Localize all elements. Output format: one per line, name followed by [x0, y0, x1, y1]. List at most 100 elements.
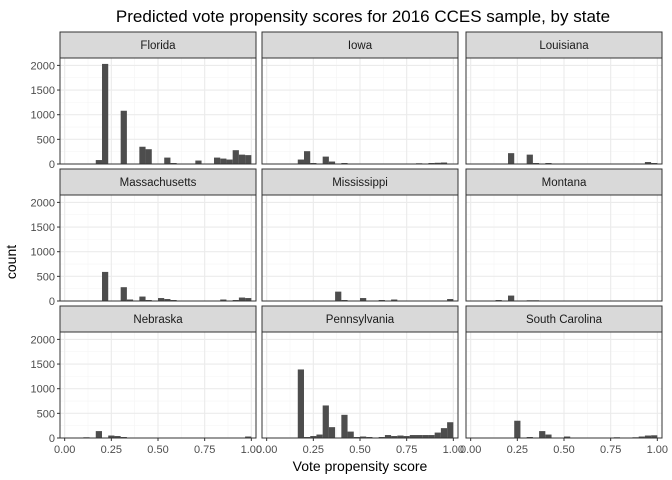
- strip-montana: [465, 168, 663, 196]
- histogram-bar: [214, 157, 221, 164]
- x-axis: 0.00 0.25 0.50 0.75 1.000.00 0.25 0.50 0.75 1.00…: [54, 438, 668, 456]
- strip-label-mississippi: Mississippi: [332, 177, 388, 189]
- histogram-bar: [95, 160, 102, 164]
- histogram-bar: [164, 299, 171, 301]
- histogram-bar: [126, 299, 134, 301]
- histogram-bar: [328, 427, 336, 438]
- histogram-bar: [447, 422, 454, 438]
- histogram-bar: [220, 299, 227, 301]
- x-tick-label: 0.25: [507, 444, 528, 456]
- histogram-bar: [434, 162, 441, 164]
- histogram-bar: [310, 436, 317, 438]
- histogram-bar: [120, 110, 127, 164]
- histogram-bar: [245, 155, 252, 164]
- panel-florida: Florida: [59, 31, 257, 165]
- histogram-bar: [508, 153, 515, 164]
- histogram-bar: [297, 159, 304, 164]
- histogram-bar: [304, 151, 311, 164]
- histogram-bar: [391, 299, 398, 301]
- y-tick-label: 1500: [31, 359, 55, 371]
- strip-south-carolina: [465, 305, 663, 333]
- strip-label-louisiana: Louisiana: [539, 40, 589, 52]
- histogram-bar: [108, 435, 115, 438]
- histogram-bar: [195, 160, 202, 164]
- strip-label-florida: Florida: [140, 40, 176, 52]
- histogram-bar: [526, 154, 533, 164]
- panel-iowa: Iowa: [261, 31, 459, 165]
- histogram-bar: [95, 431, 102, 438]
- histogram-bar: [245, 298, 252, 301]
- histogram-bar: [114, 436, 121, 438]
- histogram-bar: [447, 299, 454, 301]
- x-tick-label: 0.00: [54, 444, 75, 456]
- y-tick-label: 1000: [31, 247, 55, 259]
- x-tick-label: 0.75: [396, 444, 417, 456]
- x-tick-label: 0.75: [600, 444, 621, 456]
- strip-mississippi: [261, 168, 459, 196]
- histogram-bar: [145, 149, 152, 164]
- histogram-bar: [158, 298, 165, 301]
- y-tick-label: 500: [37, 134, 55, 146]
- histogram-bar: [164, 157, 171, 164]
- x-tick-label: 0.50: [349, 444, 370, 456]
- histogram-bar: [120, 287, 127, 301]
- histogram-bar: [409, 435, 416, 438]
- histogram-bar: [335, 291, 342, 301]
- histogram-bar: [403, 436, 410, 438]
- y-tick-label: 0: [49, 433, 55, 445]
- y-axis-title: count: [3, 245, 19, 279]
- strip-florida: [59, 31, 257, 59]
- panel-border: [59, 194, 257, 302]
- histogram-bar: [440, 428, 448, 438]
- histogram-bar: [644, 162, 652, 164]
- histogram-bar: [434, 432, 441, 438]
- histogram-bar: [341, 414, 348, 438]
- y-tick-label: 0: [49, 296, 55, 308]
- histogram-bar: [360, 436, 367, 438]
- x-axis-title: Vote propensity score: [293, 458, 428, 474]
- histogram-bar: [347, 431, 354, 438]
- histogram-bar: [102, 63, 109, 165]
- x-tick-label: 0.00: [256, 444, 277, 456]
- x-tick-label: 1.00: [241, 444, 262, 456]
- y-axis: 0 500 1000 1500 2000 0 500 1000 1500 2000 0 500 1000…: [31, 60, 60, 445]
- histogram-bar: [384, 435, 392, 438]
- histogram-bar: [422, 435, 429, 438]
- histogram-bar: [139, 296, 146, 301]
- y-tick-label: 1500: [31, 222, 55, 234]
- panel-massachusetts: Massachusetts: [59, 168, 257, 302]
- strip-label-nebraska: Nebraska: [133, 314, 183, 326]
- histogram-bar: [328, 161, 336, 164]
- histogram-bar: [638, 436, 645, 438]
- histogram-bar: [297, 369, 304, 438]
- y-tick-label: 0: [49, 159, 55, 171]
- x-tick-label: 0.25: [101, 444, 122, 456]
- strip-iowa: [261, 31, 459, 59]
- panel-pennsylvania: Pennsylvania: [261, 305, 459, 439]
- y-tick-label: 1000: [31, 384, 55, 396]
- histogram-bar: [651, 435, 658, 438]
- histogram-bar: [397, 435, 404, 438]
- facet-panels: Florida Iowa Louisiana Massachusetts Mississ…: [59, 31, 663, 439]
- x-tick-label: 0.25: [303, 444, 324, 456]
- strip-massachusetts: [59, 168, 257, 196]
- histogram-bar: [440, 162, 448, 164]
- x-tick-label: 1.00: [647, 444, 668, 456]
- histogram-bar: [316, 434, 323, 438]
- histogram-bar: [238, 154, 246, 164]
- histogram-bar: [245, 436, 252, 438]
- x-tick-label: 0.75: [194, 444, 215, 456]
- histogram-bar: [564, 436, 571, 438]
- panel-border: [261, 194, 459, 302]
- y-tick-label: 2000: [31, 197, 55, 209]
- histogram-bar: [226, 159, 233, 164]
- histogram-bar: [139, 146, 146, 164]
- histogram-bar: [539, 431, 546, 438]
- histogram-bar: [508, 295, 515, 301]
- panel-nebraska: Nebraska: [59, 305, 257, 439]
- x-tick-label: 0.00: [460, 444, 481, 456]
- strip-label-massachusetts: Massachusetts: [120, 177, 197, 189]
- x-tick-label: 1.00: [443, 444, 464, 456]
- histogram-bar: [322, 156, 329, 164]
